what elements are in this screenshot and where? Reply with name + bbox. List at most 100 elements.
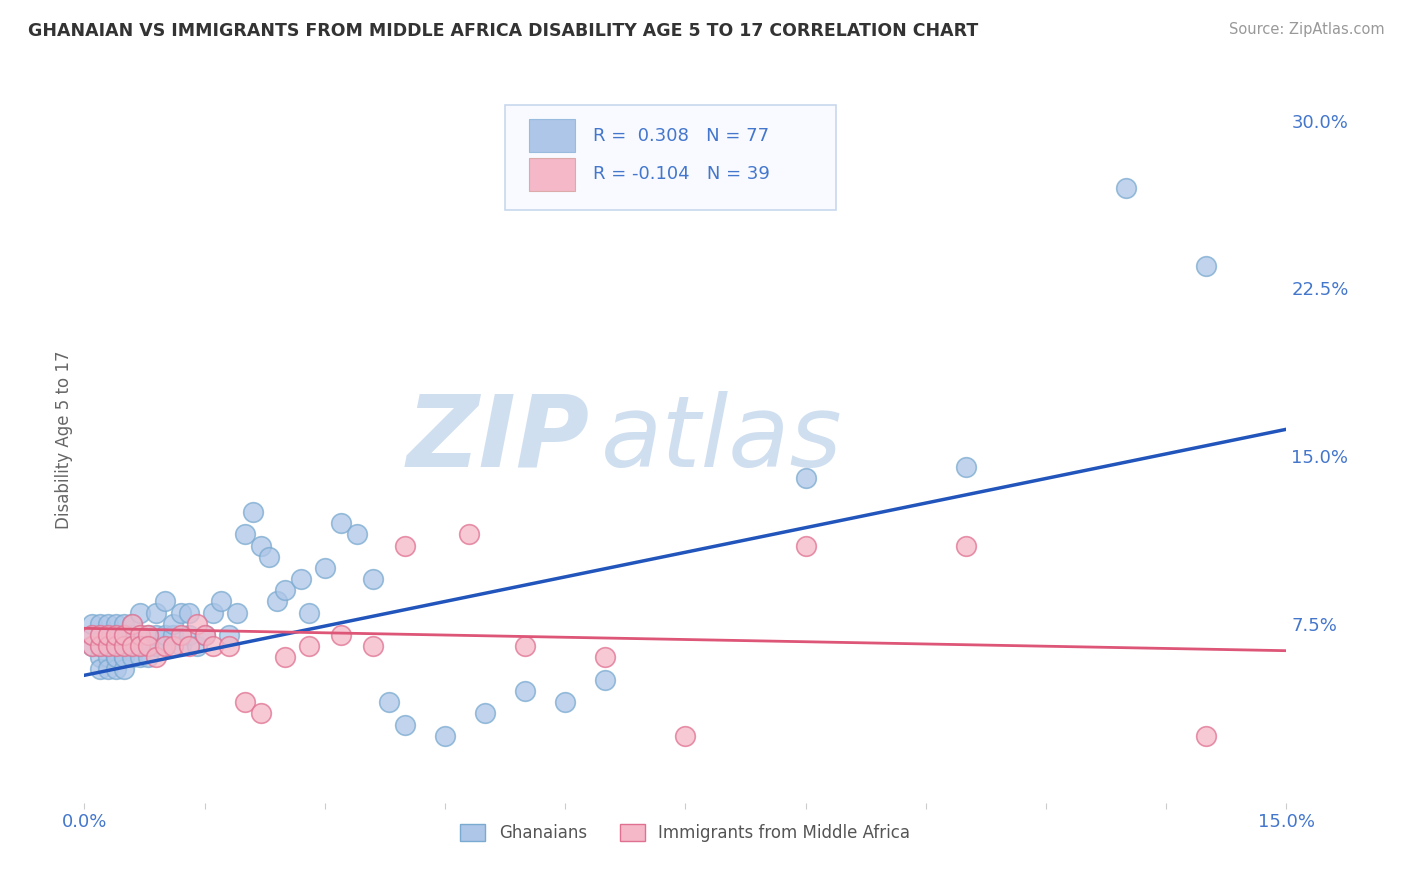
Point: [114, 628, 135, 642]
Point: [1115, 180, 1137, 194]
Point: [233, 695, 256, 709]
Point: [595, 650, 617, 665]
Point: [162, 616, 184, 631]
Point: [114, 650, 135, 665]
Point: [129, 639, 152, 653]
Point: [554, 695, 576, 709]
Point: [955, 539, 977, 553]
Text: R = -0.104   N = 39: R = -0.104 N = 39: [593, 165, 769, 184]
Point: [186, 639, 208, 653]
Text: atlas: atlas: [602, 391, 844, 488]
Point: [114, 616, 135, 631]
Point: [955, 460, 977, 475]
Point: [290, 572, 312, 586]
Point: [89, 639, 111, 653]
Point: [225, 606, 247, 620]
Point: [515, 684, 537, 698]
Point: [1195, 259, 1218, 273]
Point: [145, 606, 167, 620]
Point: [138, 639, 160, 653]
Point: [257, 549, 280, 564]
Point: [138, 639, 160, 653]
Point: [329, 628, 352, 642]
Point: [121, 628, 143, 642]
Text: R =  0.308   N = 77: R = 0.308 N = 77: [593, 127, 769, 145]
Point: [82, 628, 104, 642]
Point: [82, 639, 104, 653]
Point: [266, 594, 288, 608]
Point: [145, 650, 167, 665]
Point: [153, 639, 176, 653]
Point: [153, 628, 176, 642]
Point: [162, 639, 184, 653]
Point: [274, 583, 297, 598]
Point: [114, 650, 135, 665]
Point: [233, 527, 256, 541]
Text: GHANAIAN VS IMMIGRANTS FROM MIDDLE AFRICA DISABILITY AGE 5 TO 17 CORRELATION CHA: GHANAIAN VS IMMIGRANTS FROM MIDDLE AFRIC…: [28, 22, 979, 40]
Point: [169, 606, 191, 620]
Point: [177, 628, 200, 642]
Point: [209, 594, 232, 608]
Point: [153, 639, 176, 653]
Point: [89, 650, 111, 665]
Point: [458, 527, 481, 541]
Point: [314, 561, 336, 575]
Point: [194, 628, 217, 642]
Point: [794, 539, 817, 553]
Point: [129, 628, 152, 642]
Point: [89, 628, 111, 642]
Point: [82, 628, 104, 642]
Point: [1195, 729, 1218, 743]
Point: [121, 616, 143, 631]
Point: [97, 628, 120, 642]
Point: [177, 639, 200, 653]
Point: [97, 662, 120, 676]
Point: [97, 650, 120, 665]
Point: [97, 639, 120, 653]
Point: [82, 639, 104, 653]
Point: [298, 639, 321, 653]
Point: [201, 606, 224, 620]
Point: [675, 729, 697, 743]
Point: [105, 650, 128, 665]
Point: [105, 662, 128, 676]
Point: [434, 729, 457, 743]
Point: [89, 639, 111, 653]
Point: [474, 706, 496, 721]
Point: [89, 662, 111, 676]
Point: [129, 639, 152, 653]
Text: ZIP: ZIP: [406, 391, 589, 488]
Point: [298, 606, 321, 620]
Point: [105, 639, 128, 653]
Point: [138, 628, 160, 642]
FancyBboxPatch shape: [529, 158, 575, 191]
Point: [105, 616, 128, 631]
Point: [105, 650, 128, 665]
Point: [218, 639, 240, 653]
Point: [89, 616, 111, 631]
Point: [105, 639, 128, 653]
Point: [218, 628, 240, 642]
Point: [121, 639, 143, 653]
FancyBboxPatch shape: [529, 120, 575, 153]
Point: [145, 639, 167, 653]
Point: [186, 616, 208, 631]
Point: [105, 628, 128, 642]
Point: [129, 650, 152, 665]
Point: [394, 717, 416, 731]
Point: [153, 594, 176, 608]
Point: [329, 516, 352, 531]
Point: [169, 639, 191, 653]
Point: [97, 639, 120, 653]
Point: [595, 673, 617, 687]
FancyBboxPatch shape: [505, 105, 835, 211]
Point: [162, 628, 184, 642]
Point: [97, 616, 120, 631]
Point: [82, 616, 104, 631]
Point: [145, 628, 167, 642]
Point: [515, 639, 537, 653]
Point: [394, 539, 416, 553]
Point: [129, 606, 152, 620]
Point: [121, 639, 143, 653]
Point: [177, 606, 200, 620]
